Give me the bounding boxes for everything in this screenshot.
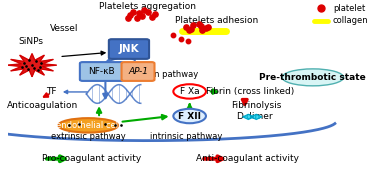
Text: common pathway: common pathway (123, 70, 198, 79)
Text: D-dimer: D-dimer (237, 112, 273, 121)
Text: Fibrin (cross linked): Fibrin (cross linked) (206, 87, 294, 96)
Ellipse shape (58, 118, 118, 133)
Text: Pre-thrombotic state: Pre-thrombotic state (259, 73, 366, 82)
Text: platelet: platelet (333, 4, 365, 13)
Text: NF-κB: NF-κB (88, 67, 115, 76)
Polygon shape (8, 54, 57, 77)
Polygon shape (251, 114, 262, 119)
Text: intrinsic pathway: intrinsic pathway (150, 132, 222, 141)
Text: Platelets adhesion: Platelets adhesion (175, 16, 259, 25)
FancyBboxPatch shape (122, 62, 155, 81)
Text: JNK: JNK (119, 44, 139, 54)
Ellipse shape (174, 109, 206, 123)
Text: Platelets aggregation: Platelets aggregation (99, 2, 197, 11)
Text: F Xa: F Xa (180, 87, 200, 96)
Text: extrinsic pathway: extrinsic pathway (51, 132, 125, 141)
Polygon shape (243, 114, 254, 119)
Ellipse shape (282, 69, 344, 86)
Text: endothelial cell: endothelial cell (56, 121, 121, 130)
Text: F XII: F XII (178, 111, 201, 121)
Text: collagen: collagen (333, 16, 369, 25)
Text: Vessel: Vessel (50, 24, 79, 33)
FancyBboxPatch shape (80, 62, 124, 81)
Text: SiNPs: SiNPs (19, 37, 43, 46)
Text: AP-1: AP-1 (128, 67, 148, 76)
Text: Anticoagulation: Anticoagulation (7, 101, 79, 109)
Ellipse shape (174, 84, 206, 99)
Text: Anti-coagulant activity: Anti-coagulant activity (196, 154, 299, 163)
Text: Pro-coagulant activity: Pro-coagulant activity (42, 154, 141, 163)
Text: Fibrinolysis: Fibrinolysis (231, 101, 282, 109)
Text: TF: TF (46, 87, 56, 96)
FancyBboxPatch shape (109, 39, 149, 59)
